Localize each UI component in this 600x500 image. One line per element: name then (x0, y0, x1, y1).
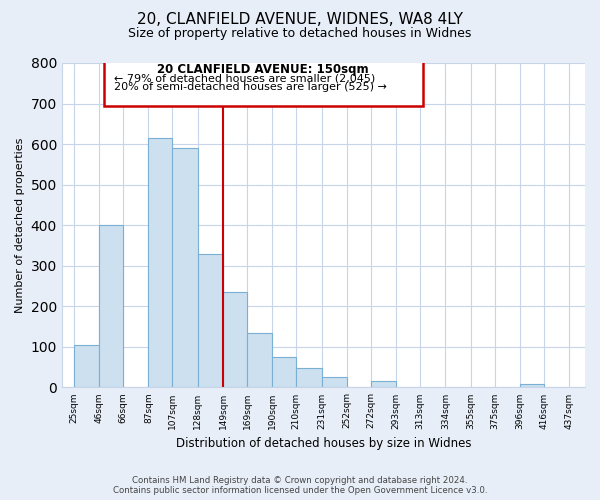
Bar (223, 292, 247, 388)
FancyBboxPatch shape (104, 59, 422, 106)
Bar (148, 138, 172, 388)
Bar (272, 357, 296, 388)
Bar (172, 148, 198, 388)
Text: ← 79% of detached houses are smaller (2,045): ← 79% of detached houses are smaller (2,… (113, 74, 375, 84)
X-axis label: Distribution of detached houses by size in Widnes: Distribution of detached houses by size … (176, 437, 471, 450)
Bar (198, 254, 223, 388)
Text: Contains HM Land Registry data © Crown copyright and database right 2024.: Contains HM Land Registry data © Crown c… (132, 476, 468, 485)
Bar (322, 378, 347, 388)
Bar (247, 332, 272, 388)
Text: Contains public sector information licensed under the Open Government Licence v3: Contains public sector information licen… (113, 486, 487, 495)
Bar (371, 382, 396, 388)
Bar (74, 345, 99, 388)
Y-axis label: Number of detached properties: Number of detached properties (15, 138, 25, 313)
Bar (99, 225, 123, 388)
Text: 20% of semi-detached houses are larger (525) →: 20% of semi-detached houses are larger (… (113, 82, 386, 92)
Text: Size of property relative to detached houses in Widnes: Size of property relative to detached ho… (128, 28, 472, 40)
Text: 20, CLANFIELD AVENUE, WIDNES, WA8 4LY: 20, CLANFIELD AVENUE, WIDNES, WA8 4LY (137, 12, 463, 28)
Text: 20 CLANFIELD AVENUE: 150sqm: 20 CLANFIELD AVENUE: 150sqm (157, 63, 369, 76)
Bar (520, 384, 544, 388)
Bar (296, 368, 322, 388)
